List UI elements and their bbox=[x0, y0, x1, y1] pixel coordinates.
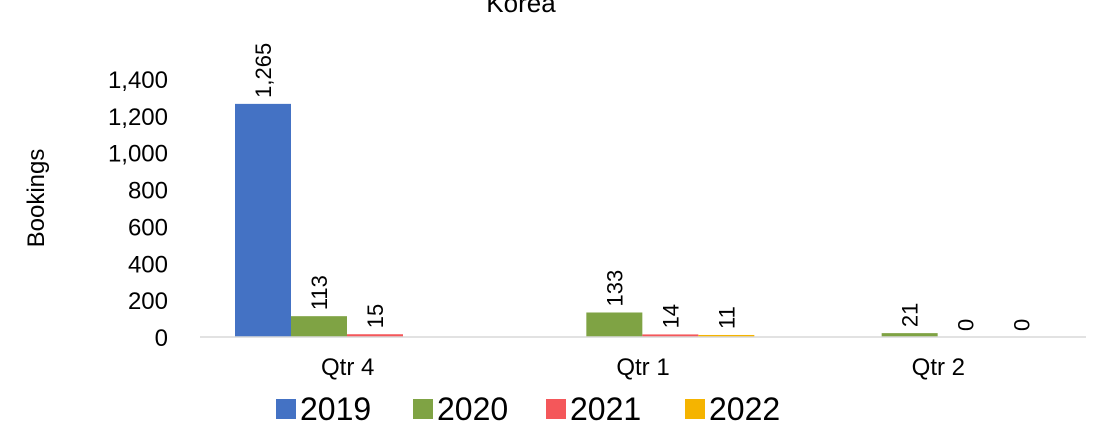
bar-2021-qtr-4 bbox=[347, 334, 403, 337]
data-label: 14 bbox=[658, 304, 683, 328]
bar-2020-qtr-1 bbox=[586, 312, 643, 337]
y-axis-title: Bookings bbox=[23, 149, 50, 248]
y-tick-label: 600 bbox=[128, 214, 168, 241]
data-label: 11 bbox=[714, 306, 739, 329]
legend: 2019 2020 2021 2022 bbox=[276, 391, 780, 427]
legend-label: 2021 bbox=[570, 391, 641, 427]
bars bbox=[235, 103, 938, 337]
data-label: 21 bbox=[898, 303, 923, 327]
legend-label: 2022 bbox=[709, 391, 780, 427]
x-tick-label: Qtr 1 bbox=[616, 354, 669, 381]
y-tick-label: 1,400 bbox=[108, 67, 168, 94]
bar-2019-qtr-4 bbox=[235, 103, 291, 337]
legend-label: 2020 bbox=[437, 391, 508, 427]
bar-2020-qtr-2 bbox=[881, 333, 938, 337]
data-label: 133 bbox=[602, 270, 627, 307]
y-tick-label: 1,200 bbox=[108, 104, 168, 131]
legend-swatch-2021 bbox=[546, 399, 566, 419]
legend-swatch-2022 bbox=[685, 399, 705, 419]
bar-2021-qtr-1 bbox=[642, 334, 699, 337]
legend-swatch-2020 bbox=[413, 399, 433, 419]
legend-swatch-2019 bbox=[276, 399, 296, 419]
bar-2020-qtr-4 bbox=[291, 316, 347, 337]
legend-label: 2019 bbox=[300, 391, 371, 427]
x-axis-ticks: Qtr 4 Qtr 1 Qtr 2 bbox=[321, 354, 965, 381]
data-label: 1,265 bbox=[251, 43, 276, 98]
chart-title: Korea bbox=[486, 0, 556, 18]
data-label: 0 bbox=[954, 319, 979, 331]
x-tick-label: Qtr 2 bbox=[912, 354, 965, 381]
y-tick-label: 800 bbox=[128, 178, 168, 205]
y-axis-ticks: 0 200 400 600 800 1,000 1,200 1,400 bbox=[108, 67, 168, 352]
data-label: 15 bbox=[363, 304, 388, 328]
x-tick-label: Qtr 4 bbox=[321, 354, 374, 381]
y-tick-label: 1,000 bbox=[108, 141, 168, 168]
data-labels: 1,265 113 15 133 14 11 21 0 0 bbox=[251, 43, 1035, 331]
y-tick-label: 0 bbox=[155, 325, 168, 352]
bar-2022-qtr-1 bbox=[698, 334, 755, 337]
data-label: 113 bbox=[307, 275, 332, 310]
y-tick-label: 400 bbox=[128, 251, 168, 278]
data-label: 0 bbox=[1010, 319, 1035, 331]
y-tick-label: 200 bbox=[128, 288, 168, 315]
